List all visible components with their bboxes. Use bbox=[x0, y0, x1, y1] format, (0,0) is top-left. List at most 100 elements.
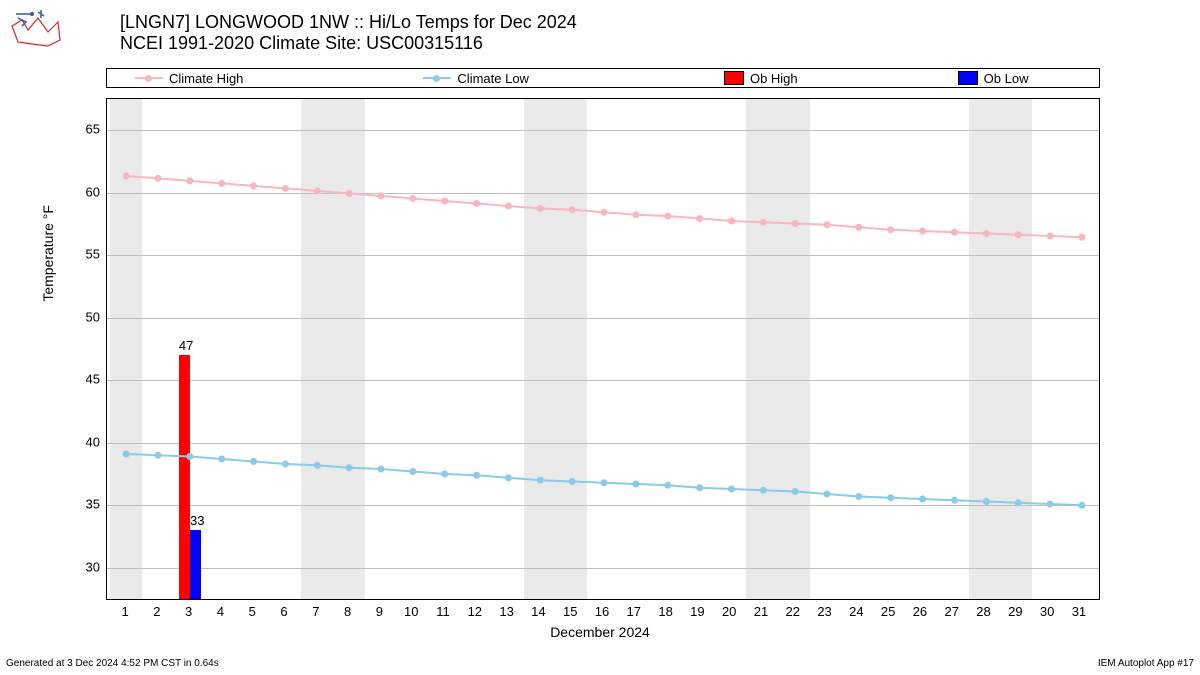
climate-high-marker bbox=[760, 219, 767, 226]
legend: Climate High Climate Low Ob High Ob Low bbox=[106, 68, 1100, 88]
climate-low-marker bbox=[473, 472, 480, 479]
climate-low-marker bbox=[569, 478, 576, 485]
climate-high-marker bbox=[919, 228, 926, 235]
climate-high-marker bbox=[983, 230, 990, 237]
climate-low-marker bbox=[218, 455, 225, 462]
y-axis-label: Temperature °F bbox=[40, 205, 56, 302]
climate-high-marker bbox=[250, 182, 257, 189]
line-marker-icon bbox=[135, 77, 163, 79]
legend-label: Ob Low bbox=[984, 71, 1029, 86]
climate-high-marker bbox=[409, 195, 416, 202]
climate-low-marker bbox=[282, 460, 289, 467]
climate-low-marker bbox=[123, 450, 130, 457]
climate-low-marker bbox=[441, 470, 448, 477]
climate-high-marker bbox=[314, 187, 321, 194]
climate-high-marker bbox=[537, 205, 544, 212]
chart-svg bbox=[107, 99, 1101, 601]
legend-label: Ob High bbox=[750, 71, 798, 86]
climate-low-marker bbox=[377, 465, 384, 472]
climate-high-marker bbox=[792, 220, 799, 227]
xtick-label: 30 bbox=[1040, 604, 1054, 619]
climate-low-marker bbox=[919, 496, 926, 503]
climate-low-marker bbox=[632, 481, 639, 488]
xtick-label: 18 bbox=[658, 604, 672, 619]
xtick-label: 24 bbox=[849, 604, 863, 619]
legend-item-ob-low: Ob Low bbox=[958, 71, 1029, 86]
xtick-label: 7 bbox=[312, 604, 319, 619]
climate-low-marker bbox=[696, 484, 703, 491]
climate-high-marker bbox=[887, 226, 894, 233]
climate-high-marker bbox=[441, 197, 448, 204]
ytick-label: 30 bbox=[70, 559, 100, 574]
xtick-label: 4 bbox=[217, 604, 224, 619]
climate-high-marker bbox=[1015, 231, 1022, 238]
climate-high-marker bbox=[1047, 233, 1054, 240]
xtick-label: 3 bbox=[185, 604, 192, 619]
xtick-label: 2 bbox=[153, 604, 160, 619]
xtick-label: 6 bbox=[280, 604, 287, 619]
climate-high-marker bbox=[505, 202, 512, 209]
legend-item-ob-high: Ob High bbox=[724, 71, 798, 86]
ob-low-label: 33 bbox=[190, 513, 204, 528]
climate-high-marker bbox=[154, 175, 161, 182]
climate-high-line bbox=[126, 176, 1082, 237]
climate-high-marker bbox=[824, 221, 831, 228]
climate-high-marker bbox=[696, 215, 703, 222]
xtick-label: 8 bbox=[344, 604, 351, 619]
climate-low-marker bbox=[409, 468, 416, 475]
climate-high-marker bbox=[728, 217, 735, 224]
xtick-label: 14 bbox=[531, 604, 545, 619]
box-icon bbox=[958, 71, 978, 85]
plot-area bbox=[106, 98, 1100, 600]
climate-low-marker bbox=[824, 491, 831, 498]
xtick-label: 29 bbox=[1008, 604, 1022, 619]
climate-low-marker bbox=[792, 488, 799, 495]
climate-high-marker bbox=[664, 212, 671, 219]
iem-logo bbox=[8, 8, 64, 50]
climate-high-marker bbox=[123, 172, 130, 179]
xtick-label: 31 bbox=[1072, 604, 1086, 619]
xtick-label: 15 bbox=[563, 604, 577, 619]
chart-title: [LNGN7] LONGWOOD 1NW :: Hi/Lo Temps for … bbox=[120, 12, 577, 54]
xtick-label: 12 bbox=[468, 604, 482, 619]
box-icon bbox=[724, 71, 744, 85]
climate-high-marker bbox=[473, 200, 480, 207]
xtick-label: 28 bbox=[976, 604, 990, 619]
ytick-label: 35 bbox=[70, 497, 100, 512]
xtick-label: 5 bbox=[249, 604, 256, 619]
ytick-label: 55 bbox=[70, 247, 100, 262]
climate-high-marker bbox=[186, 177, 193, 184]
climate-low-marker bbox=[664, 482, 671, 489]
xtick-label: 26 bbox=[913, 604, 927, 619]
title-line1: [LNGN7] LONGWOOD 1NW :: Hi/Lo Temps for … bbox=[120, 12, 577, 33]
legend-label: Climate Low bbox=[457, 71, 529, 86]
climate-low-marker bbox=[154, 452, 161, 459]
xtick-label: 25 bbox=[881, 604, 895, 619]
xtick-label: 1 bbox=[121, 604, 128, 619]
climate-low-marker bbox=[346, 464, 353, 471]
climate-low-marker bbox=[314, 462, 321, 469]
climate-low-marker bbox=[983, 498, 990, 505]
climate-low-marker bbox=[186, 453, 193, 460]
xtick-label: 10 bbox=[404, 604, 418, 619]
title-line2: NCEI 1991-2020 Climate Site: USC00315116 bbox=[120, 33, 577, 54]
xtick-label: 20 bbox=[722, 604, 736, 619]
climate-low-marker bbox=[250, 458, 257, 465]
x-axis-label: December 2024 bbox=[0, 624, 1200, 640]
climate-high-marker bbox=[282, 185, 289, 192]
xtick-label: 17 bbox=[627, 604, 641, 619]
ytick-label: 50 bbox=[70, 309, 100, 324]
legend-item-climate-high: Climate High bbox=[135, 71, 243, 86]
ob-high-label: 47 bbox=[179, 338, 193, 353]
xtick-label: 9 bbox=[376, 604, 383, 619]
climate-low-marker bbox=[505, 474, 512, 481]
ytick-label: 40 bbox=[70, 434, 100, 449]
xtick-label: 27 bbox=[945, 604, 959, 619]
climate-high-marker bbox=[600, 209, 607, 216]
climate-low-marker bbox=[1078, 502, 1085, 509]
xtick-label: 13 bbox=[499, 604, 513, 619]
climate-high-marker bbox=[855, 224, 862, 231]
climate-low-marker bbox=[1015, 499, 1022, 506]
climate-high-marker bbox=[951, 229, 958, 236]
climate-low-marker bbox=[855, 493, 862, 500]
